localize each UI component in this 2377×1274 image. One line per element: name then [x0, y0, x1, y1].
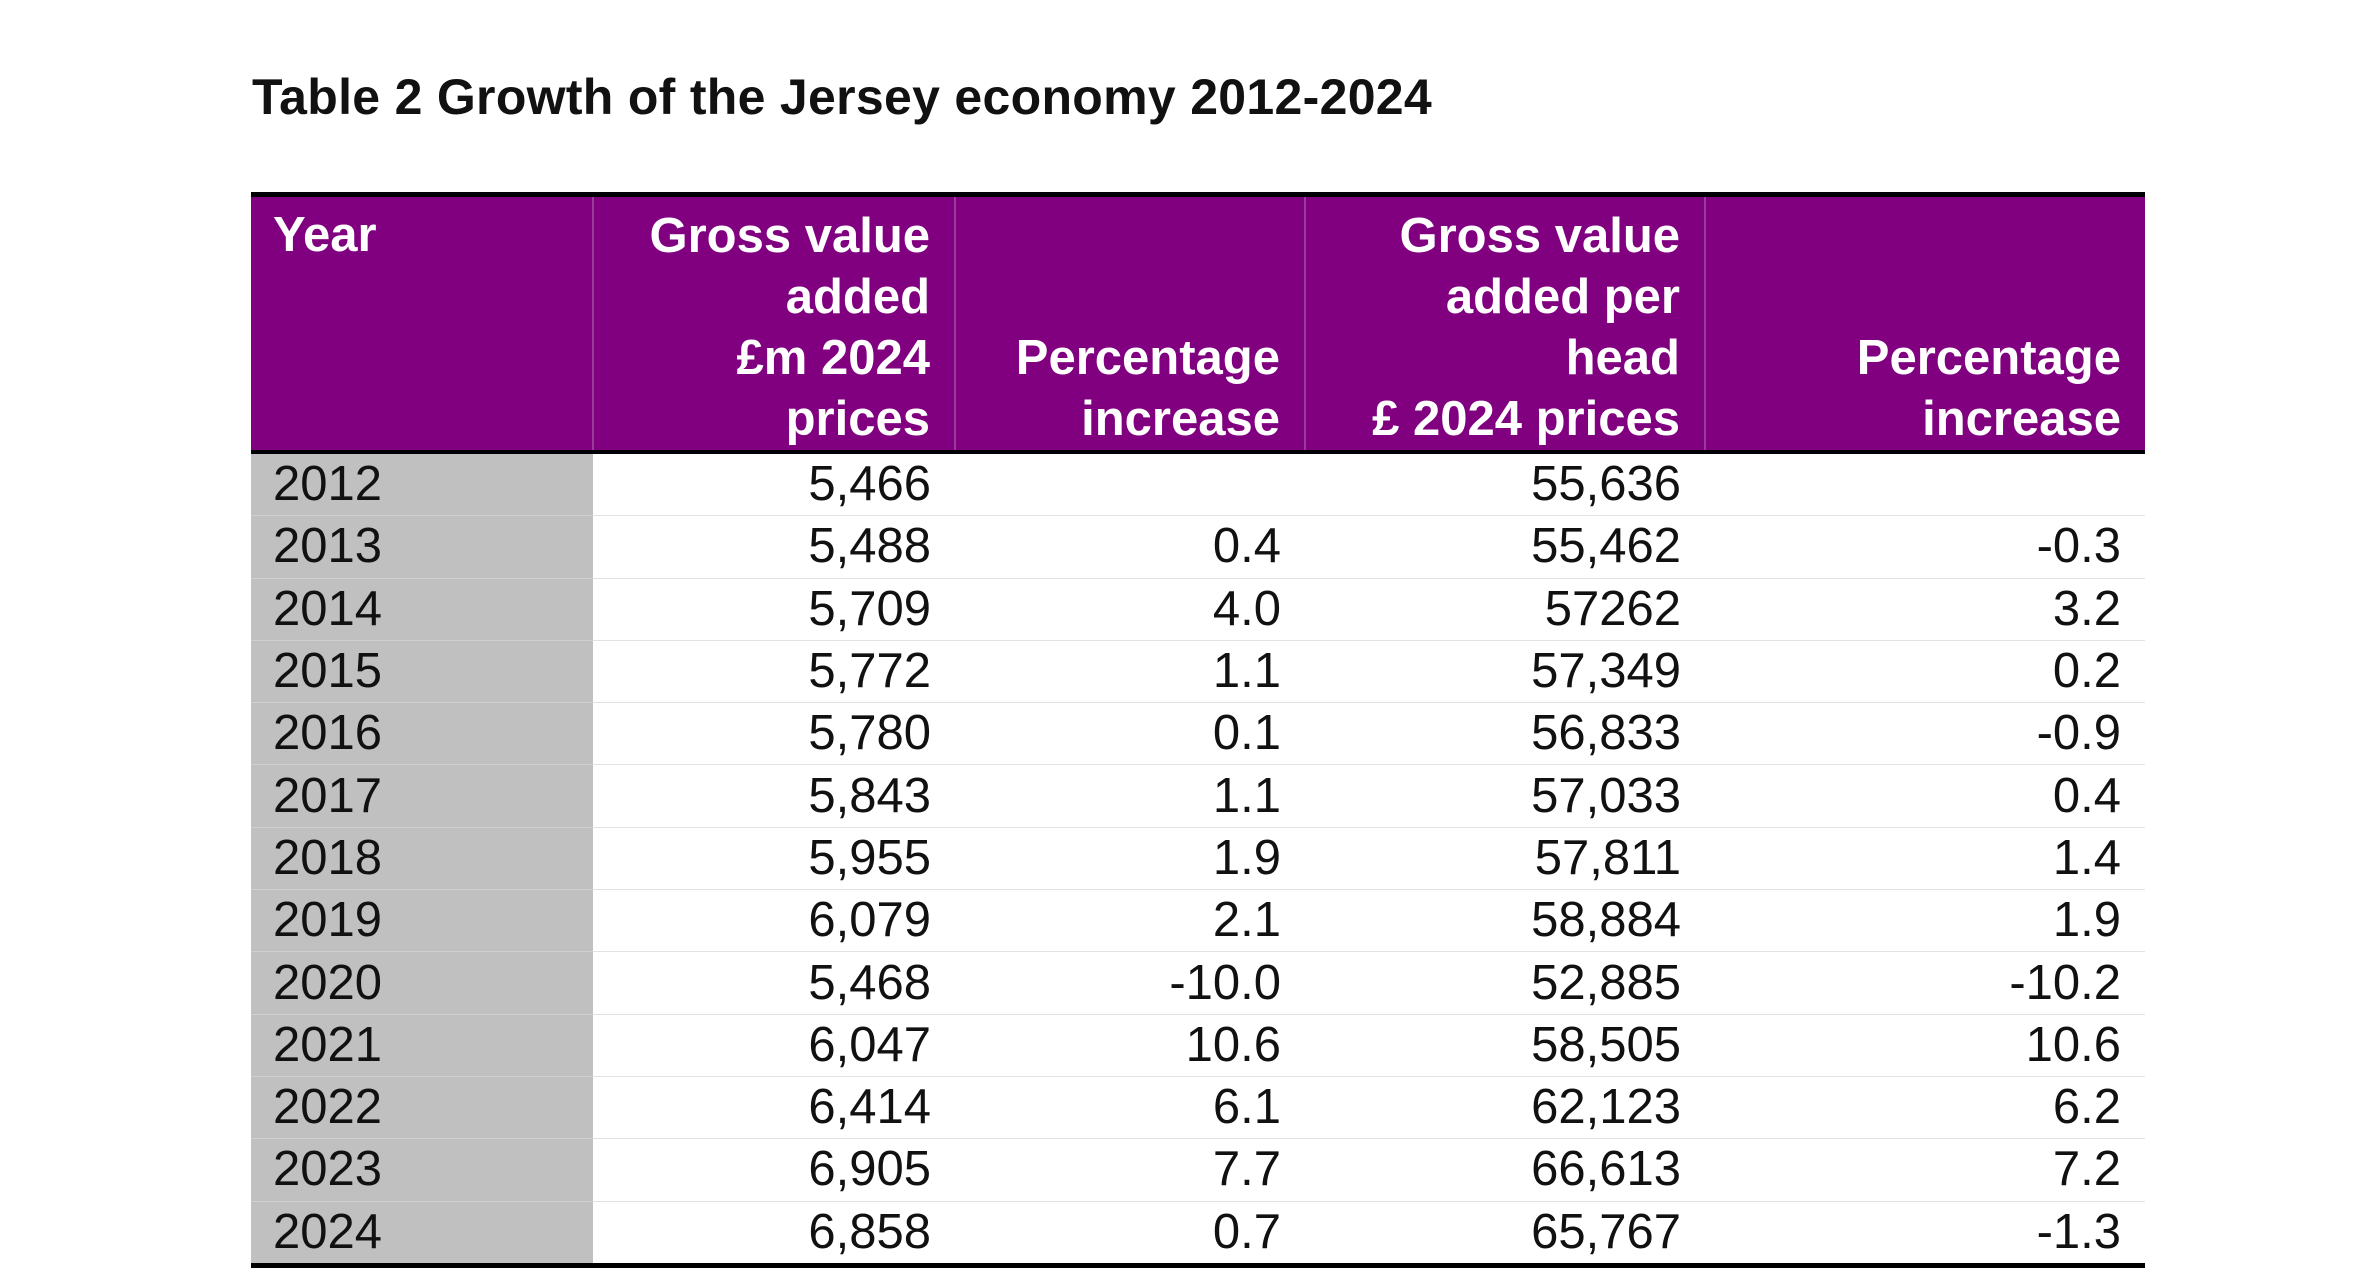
cell-gva-percentage: 1.9: [955, 827, 1305, 891]
table-row: 2023 6,905 7.7 66,613 7.2: [251, 1138, 2145, 1202]
cell-per-head-percentage: [1705, 452, 2145, 517]
table-row: 2015 5,772 1.1 57,349 0.2: [251, 640, 2145, 704]
table-row: 2022 6,414 6.1 62,123 6.2: [251, 1076, 2145, 1140]
cell-gva-per-head: 58,884: [1305, 889, 1705, 953]
cell-year: 2021: [251, 1014, 593, 1077]
cell-gva-per-head: 55,462: [1305, 515, 1705, 579]
table-row: 2017 5,843 1.1 57,033 0.4: [251, 764, 2145, 828]
cell-gva: 6,858: [808, 1204, 931, 1259]
cell-gva: 5,955: [593, 827, 955, 891]
column-header-gva: Gross value added £m 2024 prices: [592, 194, 955, 454]
cell-gva: 5,468: [593, 951, 955, 1015]
cell-gva: 5,772: [593, 640, 955, 704]
cell-gva-per-head: 65,767: [1531, 1204, 1681, 1259]
cell-per-head-percentage: 1.4: [1705, 827, 2145, 891]
cell-gva-per-head: 58,505: [1305, 1014, 1705, 1077]
cell-gva-percentage: [955, 452, 1305, 517]
cell-year: 2015: [251, 640, 593, 704]
cell-gva: 5,466: [593, 452, 955, 517]
table-header-row: Year Gross value added £m 2024 prices Pe…: [251, 194, 2145, 454]
cell-year: 2016: [251, 702, 593, 766]
cell-gva-per-head: 57262: [1305, 578, 1705, 641]
economy-growth-table-container: Year Gross value added £m 2024 prices Pe…: [251, 192, 2145, 1268]
cell-gva: 5,709: [593, 578, 955, 641]
cell-gva-percentage: 7.7: [955, 1138, 1305, 1202]
table-row: 2013 5,488 0.4 55,462 -0.3: [251, 515, 2145, 579]
economy-growth-table: Year Gross value added £m 2024 prices Pe…: [251, 192, 2145, 1268]
cell-gva-percentage: 10.6: [955, 1014, 1305, 1077]
cell-gva-percentage: 0.1: [955, 702, 1305, 766]
cell-year: 2024: [251, 1201, 593, 1266]
cell-gva-per-head: 57,033: [1305, 764, 1705, 828]
cell-per-head-percentage: -0.3: [1705, 515, 2145, 579]
cell-gva-per-head: 52,885: [1305, 951, 1705, 1015]
cell-per-head-percentage: 0.4: [1705, 764, 2145, 828]
cell-gva: 6,047: [593, 1014, 955, 1077]
cell-gva: 6,414: [593, 1076, 955, 1140]
cell-per-head-percentage: 6.2: [1705, 1076, 2145, 1140]
column-header-gva-per-head: Gross value added per head £ 2024 prices: [1304, 194, 1705, 454]
cell-per-head-percentage: 7.2: [1705, 1138, 2145, 1202]
cell-gva-percentage: 2.1: [955, 889, 1305, 953]
cell-per-head-percentage: -0.9: [1705, 702, 2145, 766]
cell-gva: 5,843: [593, 764, 955, 828]
cell-gva: 5,780: [593, 702, 955, 766]
cell-per-head-percentage: 3.2: [1705, 578, 2145, 641]
cell-gva-percentage: -10.0: [955, 951, 1305, 1015]
table-row: 2016 5,780 0.1 56,833 -0.9: [251, 702, 2145, 766]
cell-per-head-percentage: 1.9: [1705, 889, 2145, 953]
cell-year: 2017: [251, 764, 593, 828]
table-row: 2021 6,047 10.6 58,505 10.6: [251, 1014, 2145, 1077]
table-row: 2024 6,858 0.7 65,767 -1.3: [251, 1201, 2145, 1266]
column-header-per-head-percentage: Percentage increase: [1704, 194, 2145, 454]
cell-gva-percentage: 6.1: [955, 1076, 1305, 1140]
cell-gva-per-head: 57,811: [1305, 827, 1705, 891]
cell-year: 2018: [251, 827, 593, 891]
column-header-gva-percentage: Percentage increase: [954, 194, 1305, 454]
table-title: Table 2 Growth of the Jersey economy 201…: [252, 69, 1433, 125]
table-row: 2014 5,709 4.0 57262 3.2: [251, 578, 2145, 641]
cell-gva-percentage: 0.4: [955, 515, 1305, 579]
cell-year: 2019: [251, 889, 593, 953]
cell-year: 2023: [251, 1138, 593, 1202]
cell-gva-per-head: 55,636: [1305, 452, 1705, 517]
table-row: 2018 5,955 1.9 57,811 1.4: [251, 827, 2145, 891]
table-row: 2019 6,079 2.1 58,884 1.9: [251, 889, 2145, 953]
cell-per-head-percentage: 10.6: [1705, 1014, 2145, 1077]
table-row: 2012 5,466 55,636: [251, 452, 2145, 517]
cell-per-head-percentage: -1.3: [2036, 1204, 2121, 1259]
cell-gva-percentage: 1.1: [955, 640, 1305, 704]
cell-gva-per-head: 62,123: [1305, 1076, 1705, 1140]
cell-gva: 5,488: [593, 515, 955, 579]
cell-gva-percentage: 1.1: [955, 764, 1305, 828]
cell-per-head-percentage: -10.2: [1705, 951, 2145, 1015]
column-header-year: Year: [251, 194, 593, 454]
table-row: 2020 5,468 -10.0 52,885 -10.2: [251, 951, 2145, 1015]
cell-year: 2022: [251, 1076, 593, 1140]
cell-gva-percentage: 4.0: [955, 578, 1305, 641]
cell-year: 2013: [251, 515, 593, 579]
cell-per-head-percentage: 0.2: [1705, 640, 2145, 704]
cell-gva-per-head: 66,613: [1305, 1138, 1705, 1202]
cell-gva: 6,079: [593, 889, 955, 953]
cell-year: 2020: [251, 951, 593, 1015]
cell-gva: 6,905: [593, 1138, 955, 1202]
cell-year: 2012: [251, 452, 593, 517]
cell-gva-per-head: 57,349: [1305, 640, 1705, 704]
cell-gva-per-head: 56,833: [1305, 702, 1705, 766]
cell-gva-percentage: 0.7: [1212, 1204, 1281, 1259]
cell-year: 2014: [251, 578, 593, 641]
